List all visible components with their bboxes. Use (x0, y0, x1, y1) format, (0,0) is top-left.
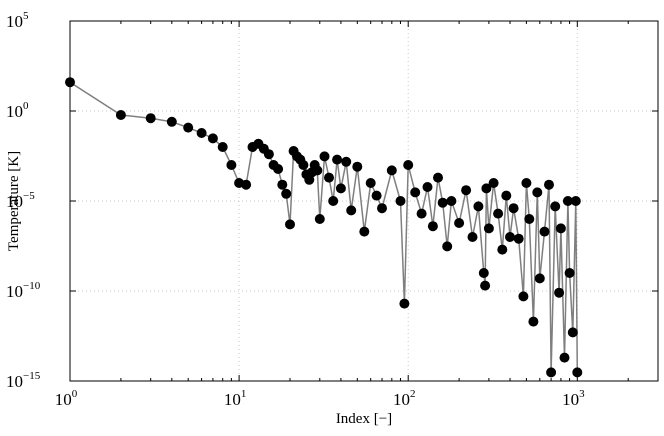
data-point (478, 268, 489, 278)
data-point (319, 151, 330, 162)
data-point (403, 160, 414, 170)
data-point (524, 214, 535, 224)
data-point (281, 188, 292, 199)
y-axis-label: Temperature [K] (6, 151, 22, 251)
data-point (501, 190, 512, 201)
axis-ticks (69, 20, 659, 382)
data-point (461, 185, 472, 196)
data-point (263, 149, 274, 160)
data-point (183, 122, 194, 133)
x-tick-label: 103 (562, 388, 585, 409)
data-point (217, 142, 228, 152)
data-point (559, 352, 570, 363)
data-point (508, 203, 519, 214)
tick-labels: 100 101 102 103 105 100 10−5 10−10 10−15 (6, 10, 585, 409)
data-point (365, 178, 376, 188)
data-point (377, 203, 387, 214)
x-tick-label: 102 (393, 388, 416, 409)
data-point (332, 154, 343, 165)
data-point (497, 244, 508, 255)
data-point (544, 179, 554, 190)
data-point (166, 116, 177, 127)
data-point (555, 223, 566, 234)
data-point (437, 197, 448, 208)
data-point (410, 187, 421, 198)
data-point (488, 178, 499, 188)
y-tick-label: 105 (6, 10, 29, 31)
data-point (196, 128, 207, 138)
data-point (454, 218, 465, 228)
x-axis-label: Index [−] (336, 411, 392, 427)
x-tick-label: 101 (224, 388, 247, 409)
data-point (312, 165, 323, 176)
data-point (386, 165, 397, 176)
data-point (521, 178, 532, 188)
data-point (554, 287, 565, 298)
data-point (480, 280, 491, 291)
data-point (427, 221, 438, 232)
data-point (483, 223, 494, 234)
data-point (546, 367, 557, 378)
y-tick-label: 100 (6, 100, 29, 121)
data-point (341, 156, 352, 167)
data-point (564, 268, 575, 278)
y-tick-label: 10−15 (6, 370, 41, 391)
data-point (416, 208, 427, 219)
data-point (277, 179, 288, 190)
data-point (304, 174, 315, 185)
data-point (115, 110, 126, 120)
data-point (145, 113, 156, 124)
data-point (528, 316, 539, 327)
data-point (505, 232, 515, 242)
series-line-path (69, 81, 579, 373)
data-point (562, 196, 573, 206)
x-tick-label: 100 (55, 388, 78, 409)
data-point (314, 214, 325, 224)
data-point (346, 205, 357, 216)
data-point (572, 367, 583, 378)
series-line (69, 81, 579, 373)
data-point (226, 160, 237, 170)
data-point (532, 187, 543, 198)
data-point (328, 196, 339, 206)
y-tick-label: 10−10 (6, 280, 41, 301)
data-point (207, 133, 218, 144)
data-point (467, 232, 478, 242)
data-point (493, 208, 504, 219)
data-point (442, 241, 453, 252)
data-point (481, 183, 492, 194)
series-markers (65, 77, 583, 378)
data-point (473, 201, 484, 212)
data-point (446, 196, 457, 206)
data-point (422, 182, 433, 192)
data-point (433, 172, 443, 183)
data-point (371, 190, 382, 201)
data-point (241, 179, 252, 190)
data-point (359, 226, 370, 237)
data-point (570, 196, 581, 206)
data-point (539, 226, 550, 237)
data-point (518, 291, 529, 302)
data-point (399, 298, 410, 309)
data-point (273, 164, 284, 174)
data-point (567, 327, 578, 338)
data-point (335, 183, 346, 194)
data-point (550, 201, 561, 212)
data-point (285, 219, 295, 230)
data-point (352, 161, 363, 172)
data-point (298, 160, 309, 170)
data-point (513, 233, 524, 244)
data-point (395, 196, 406, 206)
data-point (534, 273, 545, 284)
y-tick-label: 10−5 (6, 190, 35, 211)
data-point (324, 172, 334, 183)
